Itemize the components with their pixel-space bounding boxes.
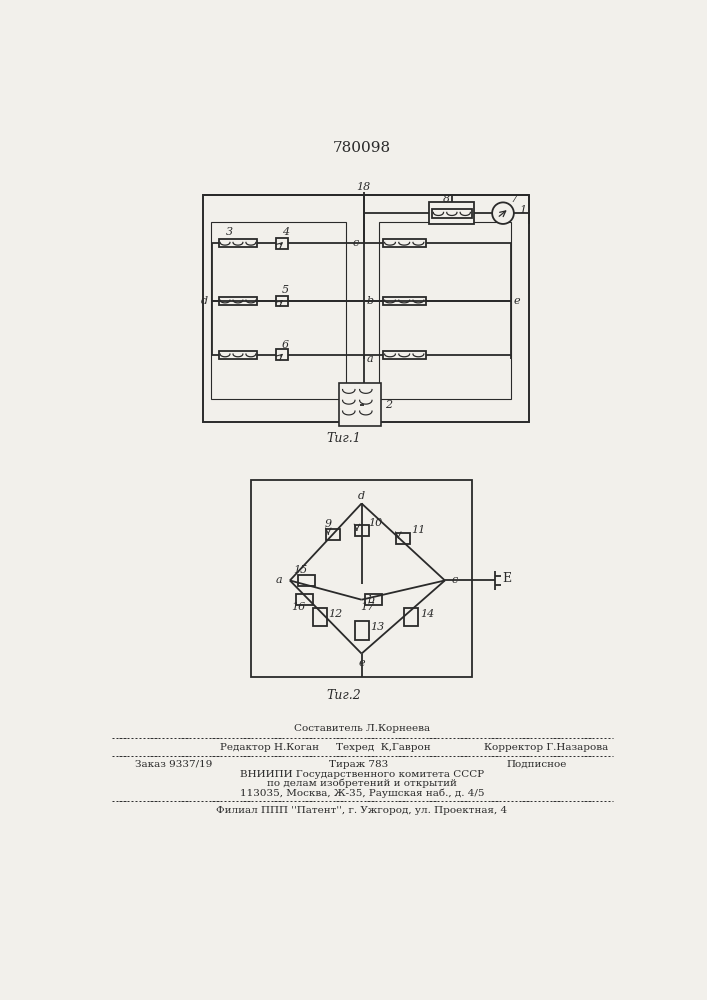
Text: 13: 13 — [370, 622, 385, 632]
Bar — [432, 209, 472, 218]
Text: Τиг.2: Τиг.2 — [327, 689, 361, 702]
Text: 6: 6 — [281, 340, 288, 350]
Text: 14: 14 — [420, 609, 434, 619]
Bar — [429, 202, 474, 224]
Text: c: c — [353, 238, 359, 248]
Text: a: a — [276, 575, 282, 585]
Bar — [298, 575, 315, 586]
Text: 780098: 780098 — [333, 141, 391, 155]
Text: a: a — [366, 354, 373, 364]
Text: Подписное: Подписное — [507, 760, 567, 769]
Text: Корректор Г.Назарова: Корректор Г.Назарова — [484, 743, 608, 752]
Text: Техред  К,Гаврон: Техред К,Гаврон — [337, 743, 431, 752]
Text: Составитель Л.Корнеева: Составитель Л.Корнеева — [294, 724, 430, 733]
Bar — [251, 480, 472, 677]
Text: 15: 15 — [293, 565, 307, 575]
Text: d: d — [358, 491, 365, 501]
Bar — [383, 297, 426, 305]
Bar — [404, 608, 419, 626]
Bar — [366, 594, 382, 605]
Bar — [379, 222, 510, 399]
Circle shape — [492, 202, 514, 224]
Text: Филиал ППП ''Патент'', г. Ужгород, ул. Проектная, 4: Филиал ППП ''Патент'', г. Ужгород, ул. П… — [216, 806, 508, 815]
Text: 10: 10 — [368, 518, 382, 528]
Text: 8: 8 — [443, 194, 450, 204]
Bar — [218, 351, 257, 359]
Bar — [218, 239, 257, 247]
Text: ВНИИПИ Государственного комитета СССР: ВНИИПИ Государственного комитета СССР — [240, 770, 484, 779]
Text: 7: 7 — [511, 194, 518, 204]
Text: e: e — [514, 296, 520, 306]
Text: 12: 12 — [328, 609, 343, 619]
Bar — [276, 238, 288, 249]
Bar — [326, 529, 340, 540]
Bar — [276, 349, 288, 360]
Bar — [218, 297, 257, 305]
Text: b: b — [366, 296, 373, 306]
Bar — [383, 351, 426, 359]
Text: 5: 5 — [281, 285, 288, 295]
Bar — [355, 621, 368, 640]
Bar — [355, 525, 368, 536]
Text: Тираж 783: Тираж 783 — [329, 760, 388, 769]
Text: d: d — [201, 296, 208, 306]
Text: 11: 11 — [411, 525, 426, 535]
Text: 1: 1 — [519, 205, 526, 215]
Text: Заказ 9337/19: Заказ 9337/19 — [135, 760, 212, 769]
Bar — [339, 383, 381, 426]
Text: 17: 17 — [361, 602, 375, 612]
Bar — [383, 239, 426, 247]
Text: E: E — [502, 572, 511, 585]
Bar — [312, 608, 327, 626]
Text: Τиг.1: Τиг.1 — [327, 432, 361, 445]
Text: по делам изобретений и открытий: по делам изобретений и открытий — [267, 779, 457, 788]
Text: 9: 9 — [325, 519, 332, 529]
Text: e: e — [358, 658, 365, 668]
Bar — [203, 195, 529, 422]
Text: c: c — [451, 575, 457, 585]
Text: 18: 18 — [356, 182, 370, 192]
Text: 2: 2 — [385, 400, 392, 410]
Bar — [211, 222, 346, 399]
Text: 113035, Москва, Ж-35, Раушская наб., д. 4/5: 113035, Москва, Ж-35, Раушская наб., д. … — [240, 788, 484, 798]
Bar — [296, 594, 313, 605]
Text: b: b — [368, 595, 375, 605]
Text: Редактор Н.Коган: Редактор Н.Коган — [220, 743, 319, 752]
Bar — [276, 296, 288, 306]
Bar — [396, 533, 410, 544]
Text: 3: 3 — [226, 227, 233, 237]
Text: 16: 16 — [291, 602, 305, 612]
Text: 4: 4 — [281, 227, 288, 237]
